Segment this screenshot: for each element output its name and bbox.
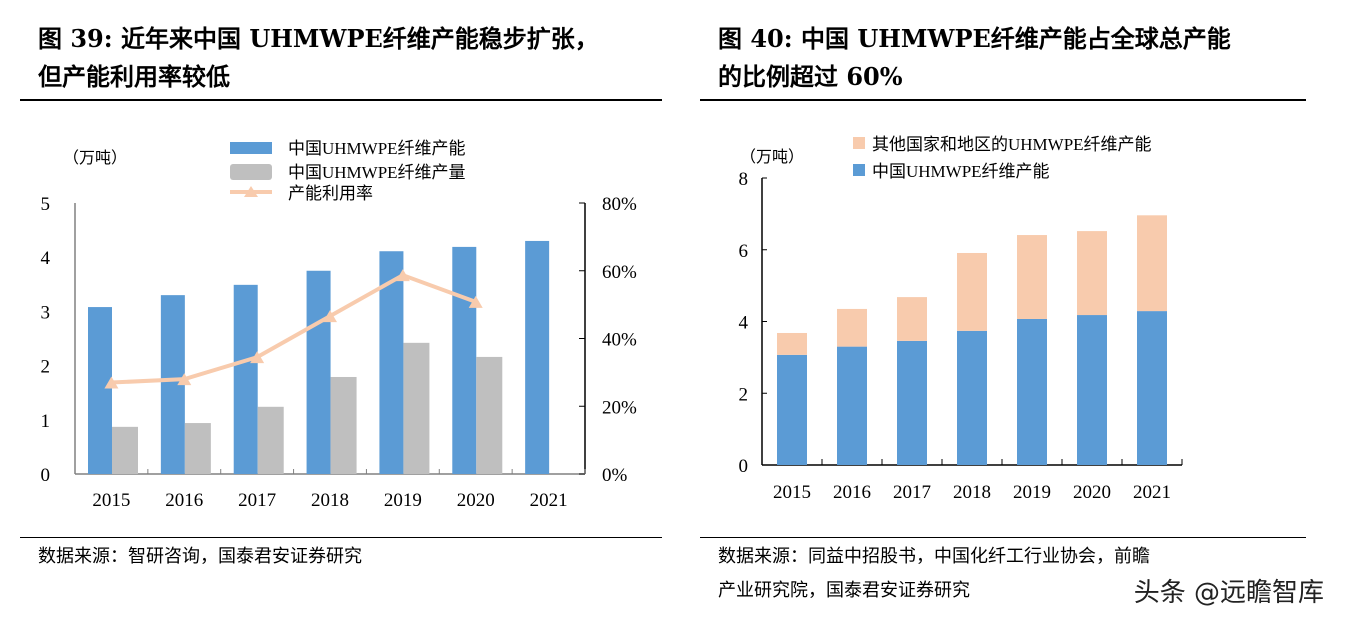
- x-tick-label: 2020: [457, 490, 495, 511]
- x-tick-label: 2020: [1073, 482, 1111, 503]
- bar-china-2015: [777, 354, 807, 465]
- left-source: 数据来源：智研咨询，国泰君安证券研究: [38, 546, 362, 567]
- bar-other-2015: [777, 332, 807, 355]
- bar-china-2021: [1137, 311, 1167, 465]
- bar-output-2018: [330, 376, 357, 474]
- x-tick-label: 2019: [1013, 482, 1051, 503]
- x-tick-label: 2017: [893, 482, 931, 503]
- y2-tick-label: 0%: [602, 465, 628, 486]
- y-tick-label: 0: [41, 465, 51, 486]
- utilization-line: [111, 272, 477, 385]
- right-source-rule: [700, 537, 1306, 538]
- x-tick-label: 2016: [833, 482, 871, 503]
- bar-china-2018: [957, 330, 987, 465]
- legend-swatch-output: [230, 164, 272, 180]
- y-tick-label: 3: [41, 302, 51, 323]
- right-source: 数据来源：同益中招股书，中国化纤工行业协会，前瞻 产业研究院，国泰君安证券研究: [718, 546, 1150, 601]
- legend-label-capacity: 中国UHMWPE纤维产能: [288, 139, 466, 158]
- y-tick-label: 1: [41, 411, 51, 432]
- bar-capacity-2020: [452, 246, 477, 474]
- legend-marker-utilization: [244, 186, 258, 197]
- bar-output-2017: [257, 406, 284, 474]
- utilization-marker: [177, 373, 192, 386]
- bar-capacity-2015: [88, 307, 112, 474]
- x-tick-label: 2017: [238, 490, 276, 511]
- y-tick-label: 4: [739, 313, 749, 334]
- y-tick-label: 0: [739, 456, 749, 477]
- bar-china-2020: [1077, 315, 1107, 465]
- y2-tick-label: 40%: [602, 330, 637, 351]
- y-axis-unit: （万吨）: [740, 148, 804, 166]
- bar-output-2019: [403, 342, 430, 474]
- x-tick-label: 2015: [773, 482, 811, 503]
- bar-output-2020: [476, 356, 503, 474]
- bar-capacity-2017: [233, 284, 258, 474]
- legend-swatch-capacity: [230, 142, 272, 154]
- right-title-rule: [700, 99, 1306, 101]
- left-source-rule: [20, 537, 662, 538]
- left-title-rule: [20, 99, 662, 101]
- legend-label-utilization: 产能利用率: [288, 184, 373, 203]
- bar-other-2019: [1017, 235, 1047, 319]
- utilization-marker: [468, 295, 483, 308]
- legend-swatch-china: [853, 164, 865, 176]
- y-tick-label: 4: [41, 248, 51, 269]
- bar-output-2015: [112, 426, 138, 474]
- y-tick-label: 2: [739, 384, 749, 405]
- legend-label-output: 中国UHMWPE纤维产量: [288, 163, 466, 182]
- utilization-marker: [250, 351, 265, 364]
- left-title: 图 39: 近年来中国 UHMWPE纤维产能稳步扩张， 但产能利用率较低: [38, 24, 599, 91]
- y-tick-label: 8: [739, 169, 749, 190]
- bar-other-2020: [1077, 231, 1107, 316]
- x-tick-label: 2021: [1133, 482, 1171, 503]
- x-tick-label: 2015: [92, 490, 130, 511]
- legend-label-other: 其他国家和地区的UHMWPE纤维产能: [872, 135, 1152, 154]
- y2-tick-label: 20%: [602, 397, 637, 418]
- bar-other-2017: [897, 297, 927, 341]
- utilization-marker: [104, 376, 119, 389]
- y-tick-label: 6: [739, 241, 749, 262]
- y-axis-unit: （万吨）: [63, 149, 127, 167]
- y2-tick-label: 60%: [602, 262, 637, 283]
- legend-label-china: 中国UHMWPE纤维产能: [872, 162, 1050, 181]
- x-tick-label: 2018: [311, 490, 349, 511]
- bar-other-2016: [837, 308, 867, 347]
- legend-swatch-other: [853, 137, 865, 149]
- right-title: 图 40: 中国 UHMWPE纤维产能占全球总产能 的比例超过 60%: [718, 24, 1231, 91]
- x-tick-label: 2019: [384, 490, 422, 511]
- bar-china-2016: [837, 346, 867, 465]
- x-tick-label: 2018: [953, 482, 991, 503]
- y-tick-label: 5: [41, 194, 51, 215]
- bar-capacity-2021: [525, 240, 550, 474]
- x-tick-label: 2021: [530, 490, 568, 511]
- bar-china-2019: [1017, 318, 1047, 465]
- bar-capacity-2018: [306, 270, 331, 474]
- bar-other-2018: [957, 252, 987, 331]
- x-tick-label: 2016: [165, 490, 203, 511]
- utilization-marker: [395, 269, 410, 282]
- y2-tick-label: 80%: [602, 194, 637, 215]
- watermark: 头条 @远瞻智库: [1133, 578, 1324, 608]
- bar-other-2021: [1137, 215, 1167, 312]
- utilization-marker: [323, 310, 337, 323]
- bar-output-2016: [184, 423, 211, 474]
- bar-china-2017: [897, 340, 927, 465]
- y-tick-label: 2: [41, 357, 51, 378]
